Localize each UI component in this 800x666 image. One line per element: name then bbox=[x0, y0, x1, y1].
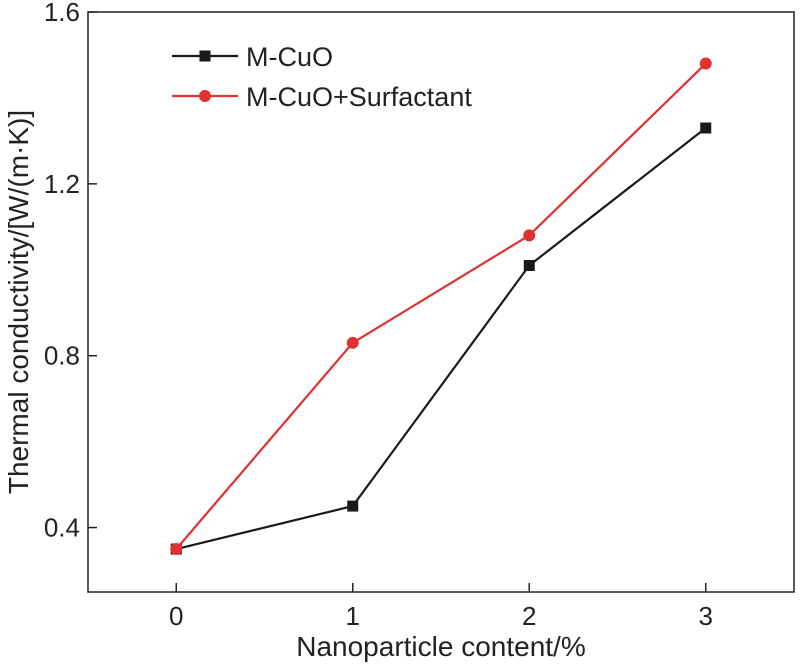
x-tick-label: 3 bbox=[699, 601, 713, 631]
data-point bbox=[700, 122, 712, 134]
x-tick-label: 1 bbox=[346, 601, 360, 631]
legend-label: M-CuO bbox=[246, 42, 333, 72]
data-point bbox=[523, 229, 536, 242]
y-tick-label: 0.8 bbox=[44, 341, 80, 371]
data-point bbox=[523, 259, 535, 271]
y-axis-title: Thermal conductivity/[W/(m·K)] bbox=[3, 110, 34, 494]
legend: M-CuO M-CuO+Surfactant bbox=[172, 42, 472, 112]
y-tick-label: 1.6 bbox=[44, 0, 80, 27]
x-axis-title: Nanoparticle content/% bbox=[296, 631, 586, 662]
series-1 bbox=[170, 57, 712, 556]
data-point bbox=[170, 543, 183, 556]
legend-label: M-CuO+Surfactant bbox=[246, 82, 472, 112]
y-tick-label: 1.2 bbox=[44, 169, 80, 199]
data-point bbox=[346, 336, 359, 349]
legend-marker bbox=[199, 90, 211, 102]
x-tick-label: 2 bbox=[522, 601, 536, 631]
data-point bbox=[699, 57, 712, 70]
data-point bbox=[347, 500, 359, 512]
series-0 bbox=[170, 122, 712, 555]
y-axis-ticks: 0.4 0.8 1.2 1.6 bbox=[44, 0, 97, 543]
series-line bbox=[175, 62, 707, 550]
y-tick-label: 0.4 bbox=[44, 513, 80, 543]
x-tick-label: 0 bbox=[169, 601, 183, 631]
series-layer bbox=[170, 57, 712, 556]
plot-frame bbox=[87, 11, 795, 593]
series-line bbox=[175, 127, 707, 551]
x-axis-ticks: 0 1 2 3 bbox=[169, 583, 713, 631]
legend-marker bbox=[199, 50, 211, 62]
